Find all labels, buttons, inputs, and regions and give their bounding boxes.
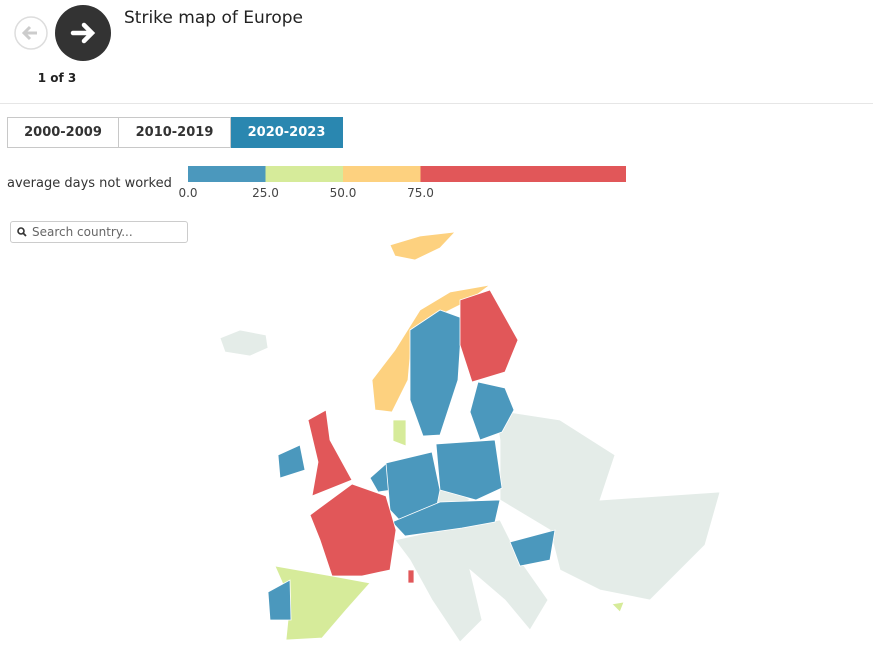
back-button[interactable] [14, 16, 48, 50]
country[interactable] [469, 381, 515, 441]
divider [0, 103, 873, 104]
country[interactable] [219, 329, 269, 357]
country[interactable] [494, 409, 721, 601]
country[interactable] [407, 569, 415, 584]
legend-tick-label: 50.0 [330, 186, 357, 200]
country[interactable] [267, 579, 292, 621]
legend-label: average days not worked [7, 176, 172, 191]
country[interactable] [394, 519, 549, 643]
period-tabs: 2000-2009 2010-2019 2020-2023 [7, 117, 343, 148]
map [219, 231, 721, 643]
country[interactable] [392, 419, 407, 447]
legend-tick-label: 75.0 [407, 186, 434, 200]
period-tab[interactable]: 2010-2019 [119, 117, 231, 148]
legend-swatch [420, 166, 626, 182]
legend: 0.0 25.0 50.0 75.0 [178, 166, 626, 200]
period-tab[interactable]: 2000-2009 [7, 117, 119, 148]
legend-swatch [265, 166, 343, 182]
country[interactable] [509, 529, 556, 567]
legend-swatch [343, 166, 421, 182]
country[interactable] [389, 231, 457, 261]
country[interactable] [277, 444, 306, 479]
pager-label: 1 of 3 [37, 71, 77, 85]
search-icon [17, 227, 27, 237]
country[interactable] [611, 601, 625, 613]
country[interactable] [391, 499, 501, 537]
country[interactable] [459, 289, 519, 383]
country[interactable] [435, 439, 503, 501]
country[interactable] [409, 309, 463, 437]
country[interactable] [371, 284, 491, 413]
country[interactable] [307, 409, 353, 497]
title: Strike map of Europe [124, 8, 304, 28]
country[interactable] [309, 483, 397, 577]
pager-buttons [14, 5, 111, 61]
period-tab[interactable]: 2020-2023 [231, 117, 343, 148]
legend-tick-label: 25.0 [252, 186, 279, 200]
search-box[interactable]: Search country... [10, 221, 188, 243]
search-placeholder: Search country... [32, 225, 133, 239]
legend-swatch [188, 166, 266, 182]
forward-button[interactable] [55, 5, 111, 61]
legend-tick-label: 0.0 [178, 186, 197, 200]
